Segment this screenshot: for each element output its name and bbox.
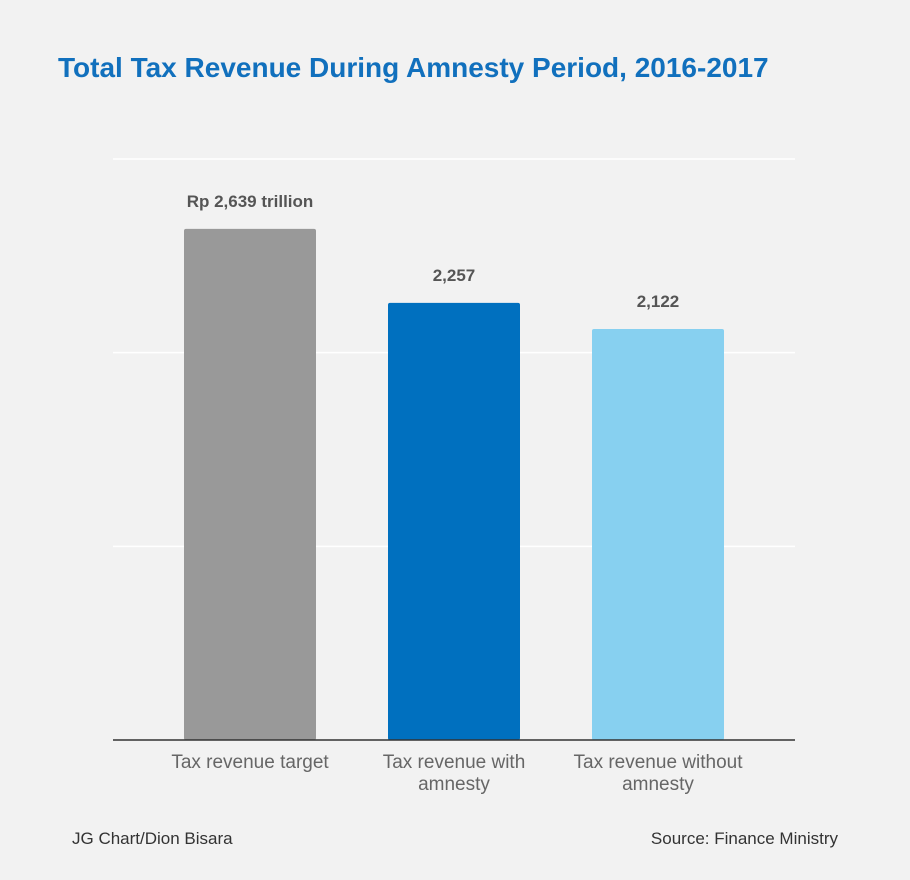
chart-source: Source: Finance Ministry [650, 829, 838, 848]
category-label-2-0: Tax revenue without [574, 752, 744, 773]
chart-title: Total Tax Revenue During Amnesty Period,… [58, 52, 769, 83]
data-label-0: Rp 2,639 trillion [187, 192, 314, 211]
bar-1 [388, 302, 520, 740]
category-label-1-1: amnesty [418, 774, 490, 795]
data-label-2: 2,122 [637, 292, 680, 311]
chart-credit: JG Chart/Dion Bisara [72, 829, 233, 848]
category-label-2-1: amnesty [622, 774, 694, 795]
bar-0 [184, 228, 316, 740]
bar-2 [592, 329, 724, 740]
category-label-0-0: Tax revenue target [171, 752, 329, 773]
category-label-1-0: Tax revenue with [383, 752, 526, 773]
data-label-1: 2,257 [433, 266, 476, 285]
